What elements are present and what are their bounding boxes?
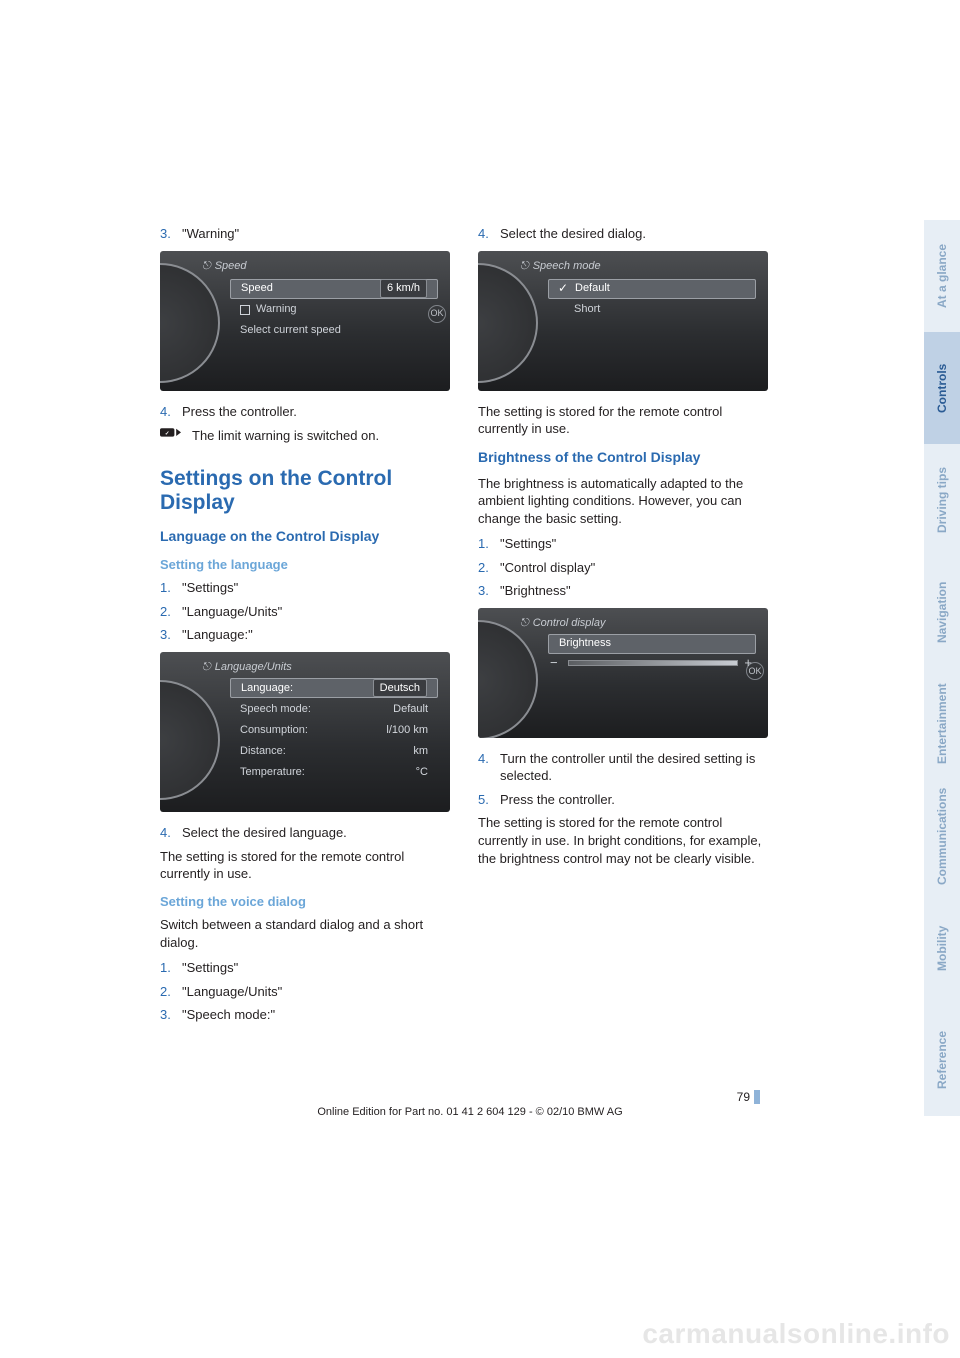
heading-setting-voice-dialog: Setting the voice dialog <box>160 893 450 911</box>
controller-ring-graphic <box>160 680 220 800</box>
body-text: The setting is stored for the remote con… <box>478 814 768 867</box>
list-item: 3. "Warning" <box>160 225 450 243</box>
screen-row: Brightness <box>548 634 756 654</box>
screen-row: Short <box>548 300 756 320</box>
icon-line: ✓ The limit warning is switched on. <box>160 426 450 445</box>
idrive-screenshot-speed: ⎋Speed OK Speed 6 km/h Warning Select cu… <box>160 251 450 391</box>
heading-settings-control-display: Settings on the Control Display <box>160 467 450 515</box>
section-tabs: At a glance Controls Driving tips Naviga… <box>924 220 960 1116</box>
tab-navigation[interactable]: Navigation <box>924 556 960 668</box>
step-text: Press the controller. <box>182 403 450 421</box>
screen-rows: Language:Deutsch Speech mode:Default Con… <box>230 678 438 782</box>
heading-setting-language: Setting the language <box>160 556 450 574</box>
step-number: 3. <box>160 225 182 243</box>
icon-line-text: The limit warning is switched on. <box>192 427 379 445</box>
screen-row: Default <box>548 279 756 299</box>
screen-title: ⎋Control display <box>520 616 605 631</box>
heading-language-control-display: Language on the Control Display <box>160 527 450 546</box>
tab-driving-tips[interactable]: Driving tips <box>924 444 960 556</box>
tab-communications[interactable]: Communications <box>924 780 960 892</box>
screen-title: ⎋Speech mode <box>520 259 601 274</box>
tab-mobility[interactable]: Mobility <box>924 892 960 1004</box>
tab-reference[interactable]: Reference <box>924 1004 960 1116</box>
idrive-screenshot-language: ⎋Language/Units Language:Deutsch Speech … <box>160 652 450 812</box>
list-item: 5.Press the controller. <box>478 791 768 809</box>
body-text: The brightness is automatically adapted … <box>478 475 768 528</box>
list-item: 4.Select the desired language. <box>160 824 450 842</box>
tab-at-a-glance[interactable]: At a glance <box>924 220 960 332</box>
body-text: Switch between a standard dialog and a s… <box>160 916 450 951</box>
heading-brightness-control-display: Brightness of the Control Display <box>478 448 768 467</box>
checkmark-icon <box>559 284 569 294</box>
page-number-bar <box>754 1090 760 1104</box>
svg-text:✓: ✓ <box>165 431 170 437</box>
screen-rows: Default Short <box>548 279 756 320</box>
brightness-bar <box>568 660 738 666</box>
limit-warning-icon: ✓ <box>160 426 192 445</box>
list-item: 1."Settings" <box>160 579 450 597</box>
screen-row: Distance:km <box>230 741 438 761</box>
controller-ring-graphic <box>478 620 538 738</box>
screen-rows: Speed 6 km/h Warning Select current spee… <box>230 279 438 341</box>
screen-row: Speech mode:Default <box>230 699 438 719</box>
screen-row: Select current speed <box>230 321 438 341</box>
screen-row: Warning <box>230 300 438 320</box>
tab-entertainment[interactable]: Entertainment <box>924 668 960 780</box>
page-number: 79 <box>737 1090 750 1104</box>
idrive-screenshot-brightness: ⎋Control display OK Brightness − + <box>478 608 768 738</box>
plus-icon: + <box>744 654 752 672</box>
minus-icon: − <box>550 654 558 672</box>
list-item: 3."Brightness" <box>478 582 768 600</box>
list-item: 2."Language/Units" <box>160 983 450 1001</box>
footer-line: Online Edition for Part no. 01 41 2 604 … <box>160 1106 780 1118</box>
list-item: 4.Select the desired dialog. <box>478 225 768 243</box>
checkbox-icon <box>240 305 250 315</box>
content-columns: 3. "Warning" ⎋Speed OK Speed 6 km/h Warn… <box>160 225 860 1030</box>
left-column: 3. "Warning" ⎋Speed OK Speed 6 km/h Warn… <box>160 225 450 1030</box>
controller-ring-graphic <box>478 263 538 383</box>
list-item: 2."Control display" <box>478 559 768 577</box>
tab-controls[interactable]: Controls <box>924 332 960 444</box>
body-text: The setting is stored for the remote con… <box>478 403 768 438</box>
right-column: 4.Select the desired dialog. ⎋Speech mod… <box>478 225 768 1030</box>
list-item: 1."Settings" <box>160 959 450 977</box>
idrive-screenshot-speech-mode: ⎋Speech mode Default Short <box>478 251 768 391</box>
screen-row: Speed 6 km/h <box>230 279 438 299</box>
list-item: 4. Press the controller. <box>160 403 450 421</box>
screen-title: ⎋Language/Units <box>202 660 292 675</box>
controller-ring-graphic <box>160 263 220 383</box>
screen-row: Temperature:°C <box>230 762 438 782</box>
manual-page: At a glance Controls Driving tips Naviga… <box>0 0 960 1358</box>
page-number-wrap: 79 <box>160 1088 760 1106</box>
list-item: 4.Turn the controller until the desired … <box>478 750 768 785</box>
screen-rows: Brightness <box>548 634 756 654</box>
screen-title: ⎋Speed <box>202 259 247 274</box>
list-item: 2."Language/Units" <box>160 603 450 621</box>
list-item: 3."Speech mode:" <box>160 1006 450 1024</box>
step-text: "Warning" <box>182 225 450 243</box>
body-text: The setting is stored for the remote con… <box>160 848 450 883</box>
screen-row: Language:Deutsch <box>230 678 438 698</box>
list-item: 1."Settings" <box>478 535 768 553</box>
step-number: 4. <box>160 403 182 421</box>
watermark: carmanualsonline.info <box>642 1318 950 1350</box>
list-item: 3."Language:" <box>160 626 450 644</box>
screen-row: Consumption:l/100 km <box>230 720 438 740</box>
